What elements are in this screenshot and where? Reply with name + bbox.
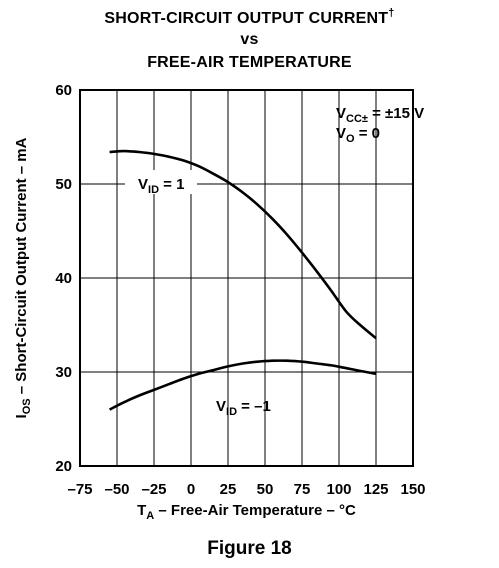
- series-line-vid-plus: [109, 149, 377, 340]
- chart-title-line-3: FREE-AIR TEMPERATURE: [147, 54, 352, 71]
- x-tick-label: 0: [187, 481, 195, 498]
- x-tick-label: –50: [104, 481, 129, 498]
- x-axis-label: TA – Free-Air Temperature – °C: [137, 502, 356, 522]
- y-tick-label: 30: [55, 364, 72, 381]
- x-tick-label: 150: [400, 481, 425, 498]
- chart-title-line-2: vs: [240, 31, 259, 48]
- x-tick-labels: –75 –50 –25 0 25 50 75 100 125 150: [67, 481, 425, 498]
- figure-caption: Figure 18: [207, 538, 292, 559]
- series-label-background: [125, 170, 197, 194]
- x-tick-label: 75: [294, 481, 311, 498]
- x-tick-label: –75: [67, 481, 92, 498]
- y-tick-labels: 20 30 40 50 60: [55, 82, 72, 475]
- series-label-vid-plus: VID = 1: [138, 176, 184, 196]
- y-tick-label: 40: [55, 270, 72, 287]
- series-layer: [109, 149, 377, 411]
- x-tick-label: 50: [257, 481, 274, 498]
- x-tick-label: 100: [326, 481, 351, 498]
- y-tick-label: 60: [55, 82, 72, 99]
- x-tick-label: 25: [220, 481, 237, 498]
- condition-vo: VO = 0: [336, 125, 380, 145]
- title-footnote-dagger: †: [388, 7, 395, 19]
- y-tick-label: 50: [55, 176, 72, 193]
- condition-vcc: VCC± = ±15 V: [336, 105, 424, 125]
- series-label-vid-minus: VID = –1: [216, 398, 271, 418]
- x-tick-label: 125: [363, 481, 388, 498]
- y-axis-label: IOS – Short-Circuit Output Current – mA: [13, 137, 33, 418]
- x-tick-label: –25: [141, 481, 166, 498]
- plot-frame: [79, 89, 414, 467]
- y-tick-label: 20: [55, 458, 72, 475]
- chart-title-line-1: SHORT-CIRCUIT OUTPUT CURRENT†: [104, 7, 395, 27]
- series-line-vid-minus: [109, 359, 377, 411]
